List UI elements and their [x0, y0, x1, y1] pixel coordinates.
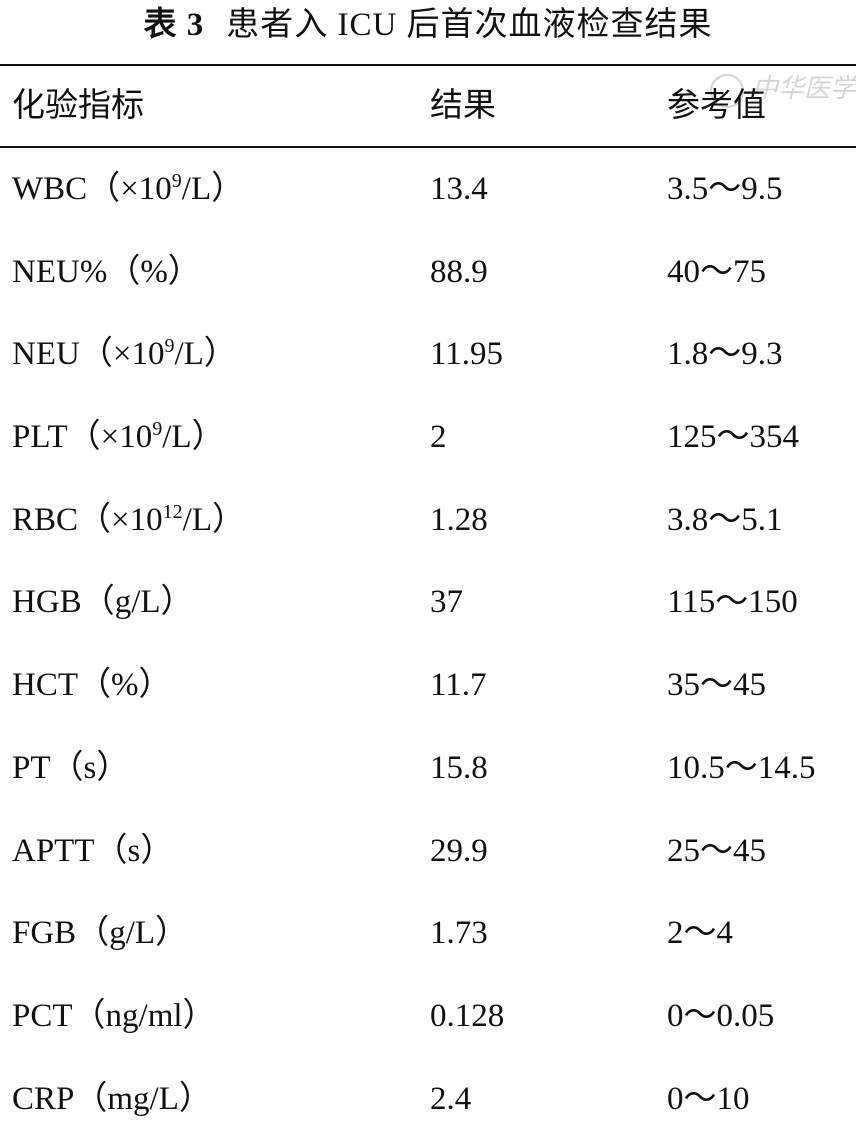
table-row: PCT（ng/ml） 0.128 0～0.05: [0, 975, 856, 1058]
reference-cell: 0～10: [667, 1080, 750, 1117]
unit-exponent: 9: [164, 335, 175, 358]
indicator-name: CRP: [12, 1080, 75, 1117]
indicator-name: HGB: [12, 584, 82, 621]
result-cell: 11.95: [430, 336, 504, 373]
indicator-unit: （×10: [78, 501, 163, 538]
reference-cell: 115～150: [667, 584, 798, 621]
reference-cell: 2～4: [667, 915, 733, 952]
result-cell: 15.8: [430, 749, 488, 786]
result-cell: 1.28: [430, 501, 488, 538]
indicator-unit: （×10: [87, 171, 172, 207]
indicator-name: PCT: [12, 997, 73, 1034]
table-row: PLT（×109/L） 2 125～354: [0, 396, 856, 479]
reference-cell: 3.5～9.5: [667, 171, 783, 207]
reference-cell: 125～354: [667, 419, 799, 456]
reference-cell: 0～0.05: [667, 997, 775, 1034]
indicator-cell: NEU%（%）: [12, 231, 201, 313]
reference-cell: 40～75: [667, 253, 766, 290]
indicator-unit: （%）: [107, 253, 201, 290]
watermark: 中华医学: [709, 66, 856, 112]
table-header: 化验指标 结果 参考值: [0, 66, 856, 146]
indicator-cell: FGB（g/L）: [12, 892, 188, 974]
indicator-unit: （ng/ml）: [72, 997, 216, 1034]
indicator-unit: （%）: [78, 667, 172, 704]
result-cell: 1.73: [430, 915, 488, 952]
header-indicator: 化验指标: [12, 88, 144, 124]
result-cell: 2: [430, 419, 447, 456]
reference-cell: 25～45: [667, 832, 766, 869]
indicator-cell: PLT（×109/L）: [12, 396, 225, 478]
unit-exponent: 9: [171, 170, 182, 192]
indicator-unit: （s）: [50, 749, 130, 786]
table-body: WBC（×109/L） 13.4 3.5～9.5 NEU%（%） 88.9 40～75 NE…: [0, 148, 856, 1140]
indicator-name: NEU: [12, 336, 80, 373]
result-cell: 37: [430, 584, 463, 621]
indicator-cell: RBC（×1012/L）: [12, 479, 245, 561]
unit-exponent: 9: [152, 418, 163, 441]
unit-exponent: 12: [162, 500, 183, 523]
result-cell: 13.4: [430, 171, 488, 207]
top-rule: [0, 64, 856, 66]
indicator-unit: （mg/L）: [74, 1080, 212, 1117]
indicator-name: NEU%: [12, 253, 108, 290]
indicator-unit-suffix: /L）: [162, 419, 225, 456]
seal-icon: [709, 74, 744, 109]
table-row: FGB（g/L） 1.73 2～4: [0, 892, 856, 975]
table-row: HCT（%） 11.7 35～45: [0, 644, 856, 727]
indicator-name: PT: [12, 749, 51, 786]
header-reference: 参考值: [667, 88, 766, 124]
indicator-cell: CRP（mg/L）: [12, 1058, 212, 1140]
indicator-cell: APTT（s）: [12, 810, 173, 892]
indicator-name: FGB: [12, 915, 77, 952]
table-caption: 表 3 患者入 ICU 后首次血液检查结果: [0, 0, 856, 50]
watermark-text: 中华医学: [751, 74, 856, 103]
table-row: NEU（×109/L） 11.95 1.8～9.3: [0, 313, 856, 396]
result-cell: 2.4: [430, 1080, 472, 1117]
result-cell: 11.7: [430, 667, 487, 704]
header-result: 结果: [430, 88, 496, 124]
indicator-cell: NEU（×109/L）: [12, 313, 237, 395]
table-number: 表 3: [143, 7, 205, 43]
indicator-name: HCT: [12, 667, 78, 704]
indicator-cell: HCT（%）: [12, 644, 172, 726]
table-row: NEU%（%） 88.9 40～75: [0, 231, 856, 314]
table-row: HGB（g/L） 37 115～150: [0, 561, 856, 644]
indicator-unit: （g/L）: [76, 915, 189, 952]
result-cell: 29.9: [430, 832, 488, 869]
indicator-unit-suffix: /L）: [181, 171, 245, 207]
reference-cell: 1.8～9.3: [667, 336, 783, 373]
indicator-name: RBC: [12, 501, 79, 538]
result-cell: 88.9: [430, 253, 488, 290]
table-row: WBC（×109/L） 13.4 3.5～9.5: [0, 148, 856, 231]
indicator-unit: （s）: [94, 832, 174, 869]
indicator-unit: （g/L）: [81, 584, 194, 621]
table-title: 患者入 ICU 后首次血液检查结果: [226, 7, 713, 43]
indicator-cell: HGB（g/L）: [12, 561, 194, 643]
indicator-unit-suffix: /L）: [182, 501, 245, 538]
result-cell: 0.128: [430, 997, 505, 1034]
indicator-name: PLT: [12, 419, 68, 456]
indicator-cell: PCT（ng/ml）: [12, 975, 216, 1057]
indicator-cell: WBC（×109/L）: [12, 148, 244, 230]
indicator-cell: PT（s）: [12, 727, 129, 809]
reference-cell: 10.5～14.5: [667, 749, 816, 786]
indicator-name: APTT: [12, 832, 95, 869]
indicator-name: WBC: [12, 171, 88, 207]
indicator-unit-suffix: /L）: [174, 336, 237, 373]
reference-cell: 3.8～5.1: [667, 501, 783, 538]
header-rule: [0, 146, 856, 148]
table-row: PT（s） 15.8 10.5～14.5: [0, 727, 856, 810]
indicator-unit: （×10: [67, 419, 153, 456]
table-row: CRP（mg/L） 2.4 0～10: [0, 1058, 856, 1140]
indicator-unit: （×10: [79, 336, 165, 373]
reference-cell: 35～45: [667, 667, 766, 704]
table-row: RBC（×1012/L） 1.28 3.8～5.1: [0, 479, 856, 562]
table-row: APTT（s） 29.9 25～45: [0, 810, 856, 893]
